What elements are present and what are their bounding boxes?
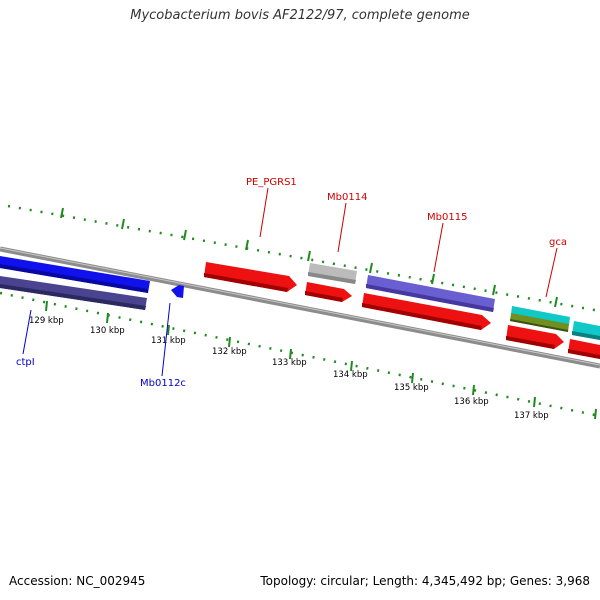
lower-ruler-dots — [0, 291, 600, 418]
lower-tick — [594, 408, 597, 420]
lower-tick — [167, 324, 170, 336]
backbone-line — [0, 246, 600, 369]
scale-label: 131 kbp — [151, 336, 186, 346]
lower-tick — [228, 336, 231, 348]
scale-labels: 129 kbp 130 kbp 131 kbp 132 kbp 133 kbp … — [29, 316, 549, 421]
upper-tick — [431, 273, 435, 285]
feature-cyan-1 — [511, 306, 570, 325]
gene-label-forward: Mb0114 — [327, 192, 367, 203]
lower-ruler — [0, 291, 600, 420]
genome-summary-text: Topology: circular; Length: 4,345,492 bp… — [260, 574, 590, 588]
lower-tick — [350, 360, 353, 372]
features — [0, 256, 600, 359]
upper-ruler-dots — [7, 204, 600, 313]
scale-label: 136 kbp — [454, 397, 489, 407]
leader-line — [545, 247, 558, 298]
feature-red-4 — [506, 325, 564, 349]
lower-tick — [411, 372, 414, 384]
lower-tick — [533, 396, 536, 408]
lower-tick — [289, 348, 292, 360]
scale-label: 130 kbp — [90, 326, 125, 336]
leader-line — [337, 202, 347, 253]
scale-label: 134 kbp — [333, 370, 368, 380]
backbone — [0, 246, 600, 369]
map-title: Mycobacterium bovis AF2122/97, complete … — [130, 8, 470, 23]
feature-olive-1-shade — [510, 319, 568, 332]
feature-cyan-2-shade — [572, 331, 600, 340]
upper-ruler — [7, 204, 600, 313]
gene-label-forward: PE_PGRS1 — [246, 177, 297, 188]
feature-violet-1-shade — [366, 284, 494, 312]
upper-tick — [60, 207, 64, 219]
feature-grey-1-shade — [308, 272, 356, 284]
leader-line — [433, 222, 444, 273]
feature-blue-2 — [171, 285, 184, 298]
upper-tick — [121, 218, 125, 230]
leader-line — [161, 302, 171, 377]
feature-red-4-shade — [506, 336, 555, 349]
scale-label: 129 kbp — [29, 316, 64, 326]
leader-line — [22, 309, 32, 355]
feature-navy-1-shade — [0, 284, 146, 310]
feature-red-3-shade — [362, 303, 482, 330]
scale-label: 133 kbp — [272, 358, 307, 368]
upper-tick — [307, 250, 311, 262]
feature-blue-1-shade — [0, 264, 148, 293]
upper-tick — [183, 229, 187, 241]
feature-red-1-shade — [204, 273, 288, 292]
scale-label: 137 kbp — [514, 411, 549, 421]
feature-red-5-shade — [568, 349, 600, 359]
backbone-highlight — [0, 247, 600, 366]
lower-tick — [472, 384, 475, 396]
feature-olive-1 — [510, 313, 569, 332]
upper-tick — [245, 239, 249, 251]
feature-red-2-shade — [305, 291, 343, 302]
upper-tick — [492, 284, 496, 296]
gene-label-forward: Mb0115 — [427, 212, 467, 223]
feature-red-1 — [204, 262, 297, 292]
lower-tick — [106, 312, 109, 324]
accession-text: Accession: NC_002945 — [9, 574, 146, 588]
feature-red-3 — [362, 293, 491, 330]
scale-label: 132 kbp — [212, 347, 247, 357]
gene-labels: PE_PGRS1 Mb0114 Mb0115 gca ctpI Mb0112c — [16, 177, 567, 389]
upper-tick — [554, 296, 558, 308]
leader-line — [259, 187, 269, 238]
lower-tick — [45, 300, 48, 312]
gene-label-forward: gca — [549, 237, 567, 248]
gene-label-reverse: Mb0112c — [140, 378, 186, 389]
upper-tick — [369, 262, 373, 274]
gene-label-reverse: ctpI — [16, 357, 35, 368]
scale-label: 135 kbp — [394, 383, 429, 393]
